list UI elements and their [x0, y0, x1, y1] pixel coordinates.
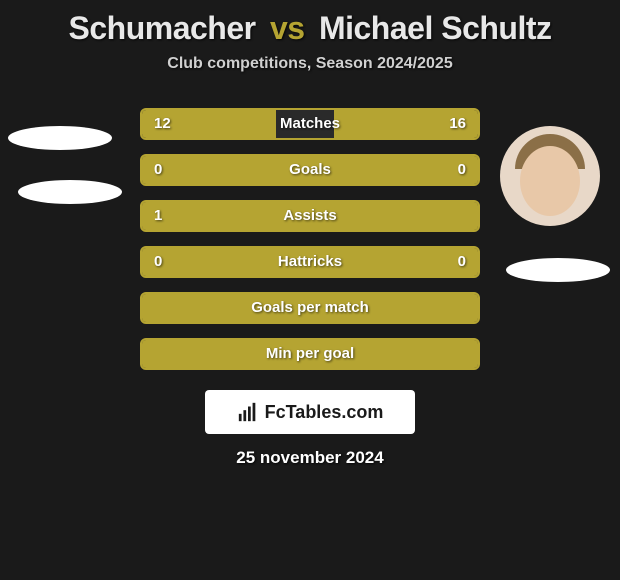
stat-label: Min per goal — [142, 340, 478, 368]
stat-label: Hattricks — [142, 248, 478, 276]
stat-label: Goals — [142, 156, 478, 184]
left-oval-2 — [18, 180, 122, 204]
player2-avatar-container — [500, 126, 600, 226]
left-oval-1 — [8, 126, 112, 150]
stat-value-left: 0 — [154, 156, 162, 184]
stat-bar: Matches12 16 — [140, 108, 480, 140]
stat-bar: Hattricks0 0 — [140, 246, 480, 278]
vs-text: vs — [264, 10, 311, 46]
stat-label: Assists — [142, 202, 478, 230]
stat-value-left: 12 — [154, 110, 171, 138]
footer-logo[interactable]: FcTables.com — [205, 390, 415, 434]
stat-value-right: 16 — [449, 110, 466, 138]
stat-value-left: 1 — [154, 202, 162, 230]
comparison-title: Schumacher vs Michael Schultz — [0, 10, 620, 47]
main-content: Matches1216Goals00Assists1Hattricks00Goa… — [0, 108, 620, 468]
avatar-face — [520, 146, 580, 216]
stat-bar: Goals0 0 — [140, 154, 480, 186]
stat-label: Goals per match — [142, 294, 478, 322]
player2-avatar — [500, 126, 600, 226]
stat-value-right: 0 — [458, 248, 466, 276]
stat-label: Matches — [142, 110, 478, 138]
stat-bar: Goals per match — [140, 292, 480, 324]
subtitle: Club competitions, Season 2024/2025 — [0, 55, 620, 73]
stat-value-left: 0 — [154, 248, 162, 276]
header: Schumacher vs Michael Schultz Club compe… — [0, 0, 620, 78]
stat-value-right: 0 — [458, 156, 466, 184]
player2-name: Michael Schultz — [319, 10, 552, 46]
stats-container: Matches1216Goals00Assists1Hattricks00Goa… — [140, 108, 480, 370]
stat-bar: Min per goal — [140, 338, 480, 370]
chart-icon — [237, 401, 259, 423]
date-text: 25 november 2024 — [0, 448, 620, 468]
right-oval — [506, 258, 610, 282]
player1-name: Schumacher — [69, 10, 256, 46]
stat-bar: Assists1 — [140, 200, 480, 232]
logo-text: FcTables.com — [265, 402, 384, 423]
